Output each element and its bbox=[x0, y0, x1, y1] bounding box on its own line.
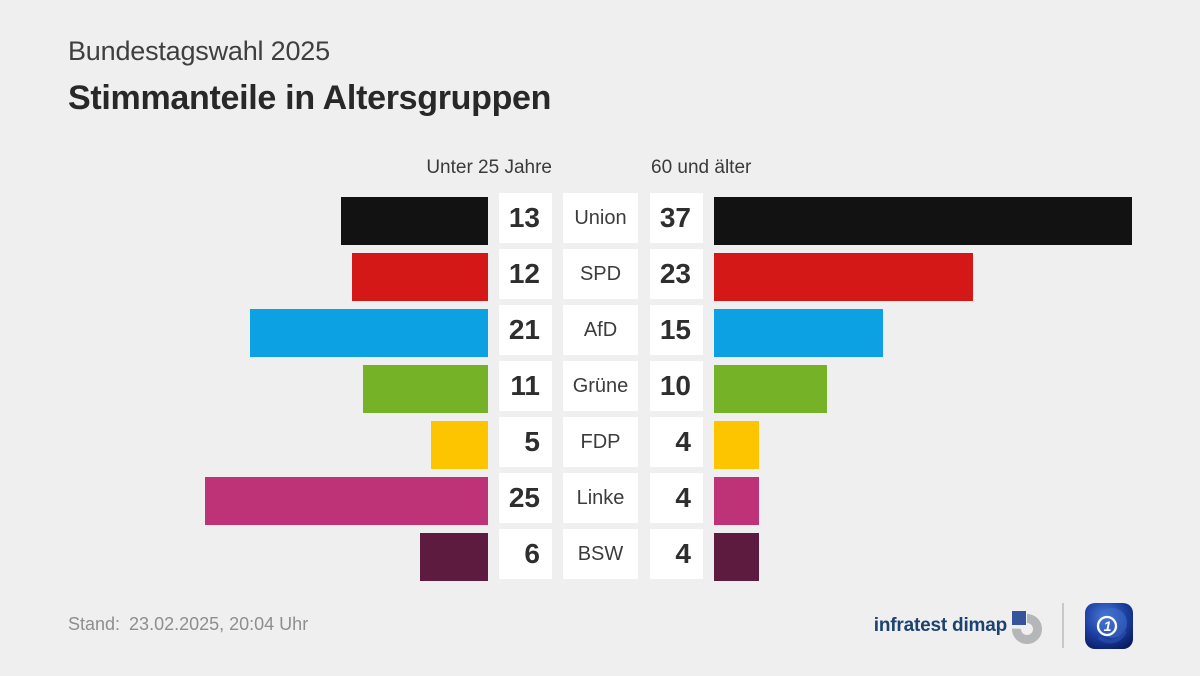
page-title: Stimmanteile in Altersgruppen bbox=[68, 79, 552, 117]
svg-text:1: 1 bbox=[1104, 618, 1112, 634]
footer-divider bbox=[1062, 603, 1064, 648]
value-right-spd: 23 bbox=[650, 249, 703, 299]
party-row-afd: 21 AfD 15 bbox=[0, 304, 1200, 360]
value-left-gruene: 11 bbox=[499, 361, 552, 411]
bar-left-spd bbox=[351, 253, 488, 301]
stand-value: 23.02.2025, 20:04 Uhr bbox=[129, 614, 309, 634]
value-right-bsw: 4 bbox=[650, 529, 703, 579]
bar-right-linke bbox=[713, 477, 759, 525]
value-right-gruene: 10 bbox=[650, 361, 703, 411]
bar-right-spd bbox=[713, 253, 974, 301]
value-left-bsw: 6 bbox=[499, 529, 552, 579]
value-left-linke: 25 bbox=[499, 473, 552, 523]
stand-label: Stand: bbox=[68, 614, 121, 634]
bar-left-bsw bbox=[419, 533, 488, 581]
party-label-fdp: FDP bbox=[563, 417, 638, 467]
infratest-dimap-wordmark: infratest dimap bbox=[873, 615, 1007, 636]
bar-left-afd bbox=[250, 309, 488, 357]
party-row-bsw: 6 BSW 4 bbox=[0, 528, 1200, 584]
party-row-linke: 25 Linke 4 bbox=[0, 472, 1200, 528]
age-group-mirrored-bar-chart: 13 Union 37 12 SPD 23 21 AfD 15 11 Grüne 10 5 FDP 4 25 L… bbox=[0, 192, 1200, 584]
party-row-union: 13 Union 37 bbox=[0, 192, 1200, 248]
bar-right-bsw bbox=[713, 533, 759, 581]
bar-right-gruene bbox=[713, 365, 827, 413]
party-label-spd: SPD bbox=[563, 249, 638, 299]
bar-right-fdp bbox=[713, 421, 759, 469]
value-right-afd: 15 bbox=[650, 305, 703, 355]
party-label-linke: Linke bbox=[563, 473, 638, 523]
party-label-gruene: Grüne bbox=[563, 361, 638, 411]
value-left-fdp: 5 bbox=[499, 417, 552, 467]
bar-left-fdp bbox=[431, 421, 488, 469]
bar-left-linke bbox=[205, 477, 488, 525]
value-left-union: 13 bbox=[499, 193, 552, 243]
party-label-bsw: BSW bbox=[563, 529, 638, 579]
column-header-under-25: Unter 25 Jahre bbox=[426, 157, 552, 178]
timestamp: Stand: 23.02.2025, 20:04 Uhr bbox=[68, 614, 308, 635]
party-label-union: Union bbox=[563, 193, 638, 243]
bar-left-gruene bbox=[363, 365, 488, 413]
bar-right-afd bbox=[713, 309, 883, 357]
value-left-spd: 12 bbox=[499, 249, 552, 299]
party-row-spd: 12 SPD 23 bbox=[0, 248, 1200, 304]
infratest-dimap-logo-icon bbox=[1012, 611, 1042, 644]
party-row-gruene: 11 Grüne 10 bbox=[0, 360, 1200, 416]
bar-right-union bbox=[713, 197, 1132, 245]
ard-tagesschau-logo-icon: 1 bbox=[1085, 603, 1133, 649]
value-right-fdp: 4 bbox=[650, 417, 703, 467]
value-right-union: 37 bbox=[650, 193, 703, 243]
column-header-60-plus: 60 und älter bbox=[651, 157, 752, 178]
party-row-fdp: 5 FDP 4 bbox=[0, 416, 1200, 472]
value-right-linke: 4 bbox=[650, 473, 703, 523]
party-label-afd: AfD bbox=[563, 305, 638, 355]
page-subtitle: Bundestagswahl 2025 bbox=[68, 36, 330, 66]
value-left-afd: 21 bbox=[499, 305, 552, 355]
bar-left-union bbox=[340, 197, 488, 245]
